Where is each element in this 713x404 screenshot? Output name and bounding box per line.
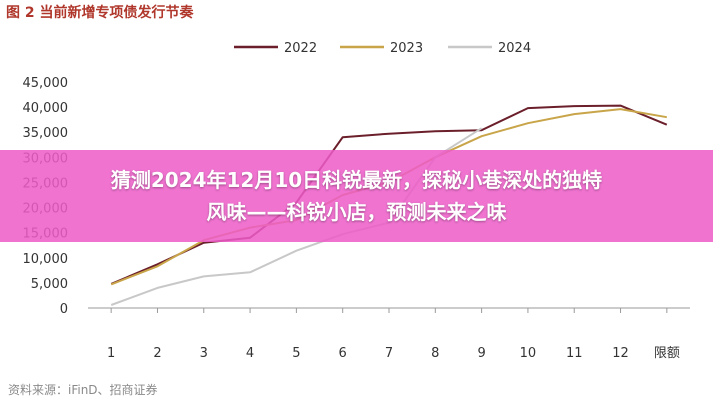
y-tick-label: 5,000: [31, 277, 68, 292]
legend-label: 2024: [498, 41, 531, 56]
x-tick-label: 5: [292, 346, 300, 361]
headline-line-2: 风味——科锐小店，预测未来之味: [207, 196, 507, 228]
y-tick-label: 35,000: [23, 126, 69, 141]
x-tick-label: 8: [431, 346, 439, 361]
headline-line-1: 猜测2024年12月10日科锐最新，探秘小巷深处的独特: [111, 164, 602, 196]
y-tick-label: 0: [60, 302, 68, 317]
figure-title: 图 2 当前新增专项债发行节奏: [6, 2, 194, 22]
x-tick-label: 12: [612, 346, 629, 361]
x-tick-label: 4: [246, 346, 254, 361]
x-tick-label: 9: [477, 346, 485, 361]
y-tick-label: 40,000: [23, 101, 69, 116]
x-tick-label: 限额: [654, 346, 680, 361]
x-tick-label: 10: [520, 346, 537, 361]
x-tick-label: 7: [385, 346, 393, 361]
headline-banner: 猜测2024年12月10日科锐最新，探秘小巷深处的独特 风味——科锐小店，预测未…: [0, 150, 713, 242]
legend-label: 2022: [284, 41, 317, 56]
x-tick-label: 11: [566, 346, 583, 361]
x-tick-label: 1: [107, 346, 115, 361]
x-tick-label: 6: [339, 346, 347, 361]
x-tick-label: 2: [153, 346, 161, 361]
x-tick-label: 3: [200, 346, 208, 361]
y-tick-label: 10,000: [23, 252, 69, 267]
legend-label: 2023: [390, 41, 423, 56]
y-tick-label: 45,000: [23, 76, 69, 91]
source-note: 资料来源：iFinD、招商证券: [8, 381, 158, 398]
